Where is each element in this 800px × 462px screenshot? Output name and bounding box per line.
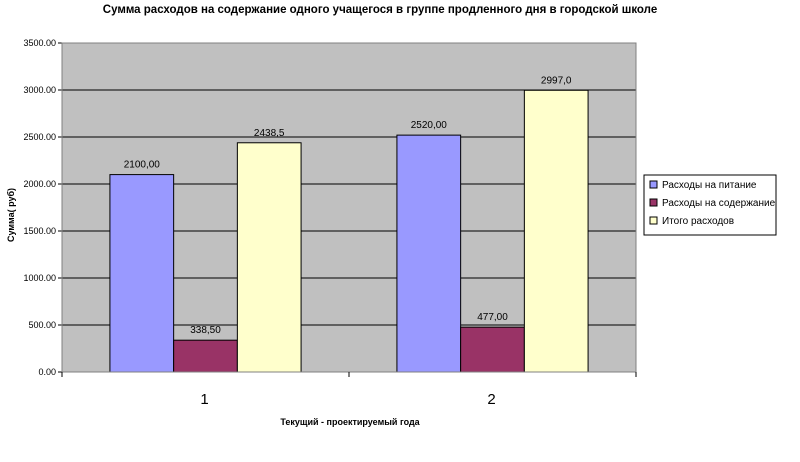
data-labels: 2100,00 338,50 2438,5 2520,00 477,00 2997,0 [124,75,572,336]
x-category-label: 2 [487,391,495,408]
bar [109,174,175,373]
data-label: 2100,00 [124,160,161,171]
legend-label: Расходы на питание [662,180,757,191]
legend-label: Расходы на содержание [662,198,776,209]
legend-box [643,174,777,236]
x-category-label: 1 [200,391,208,408]
y-tick-label: 1000.00 [23,273,56,283]
y-tick-label: 2000.00 [23,179,56,189]
legend-label: Итого расходов [662,216,734,227]
bar [173,339,238,373]
legend-swatch [649,180,658,189]
data-label: 2438,5 [254,128,285,139]
y-axis-title: Сумма( руб) [6,188,16,242]
bar [236,142,302,373]
y-tick-label: 1500.00 [23,226,56,236]
x-axis-title: Текущий - проектируемый года [280,417,420,427]
bar [523,89,589,373]
chart-title: Сумма расходов на содержание одного учащ… [103,4,657,16]
data-label: 2520,00 [411,120,448,131]
y-tick-label: 3500.00 [23,38,56,48]
axes [58,42,637,377]
y-tick-label: 3000.00 [23,85,56,95]
y-tick-label: 0.00 [38,367,56,377]
legend-swatch [649,216,658,225]
legend: Расходы на питание Расходы на содержание И… [643,174,777,236]
y-tick-label: 2500.00 [23,132,56,142]
bar [460,326,525,373]
bar [396,134,462,373]
y-tick-label: 500.00 [28,320,56,330]
legend-swatch [649,198,658,207]
data-label: 338,50 [190,325,221,336]
y-axis-ticks: 0.00 500.00 1000.00 1500.00 2000.00 2500.00 30… [23,38,56,377]
data-label: 477,00 [477,312,508,323]
data-label: 2997,0 [541,75,572,86]
